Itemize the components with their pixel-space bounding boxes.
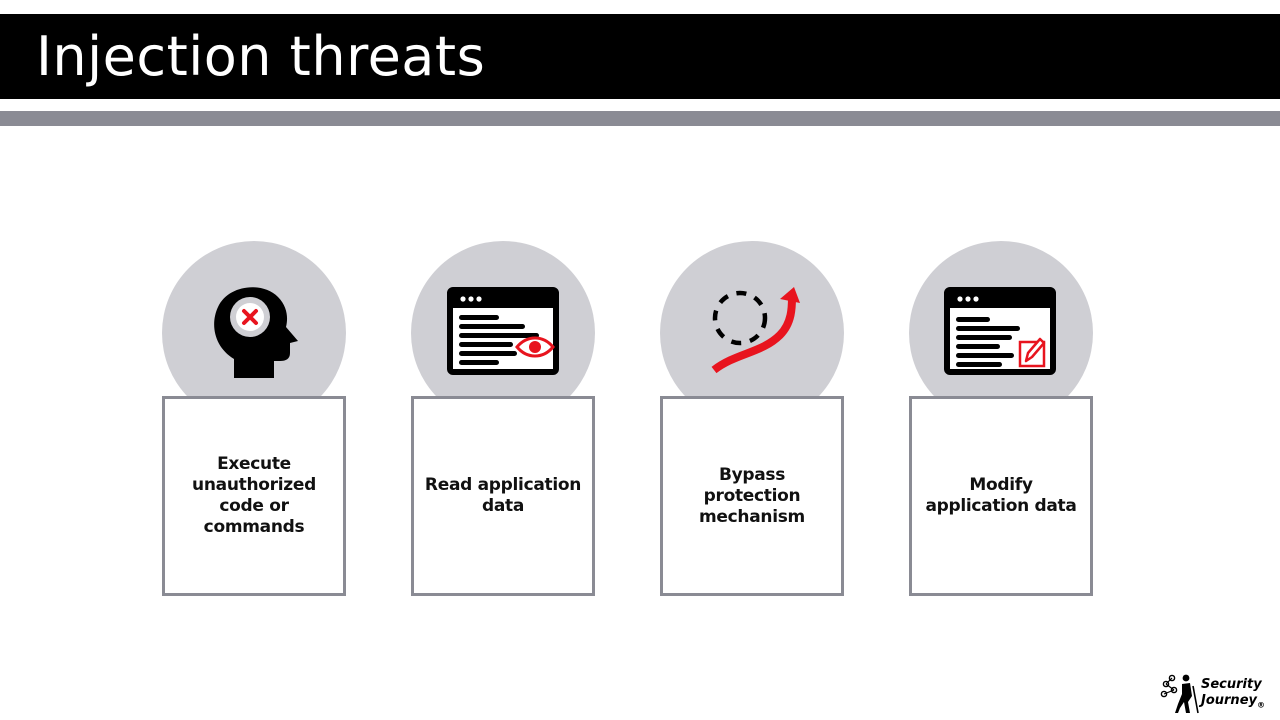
bypass-arrow-icon: [711, 287, 800, 374]
card-label: Execute unauthorized code or commands: [192, 454, 316, 537]
card-box: Read application data: [411, 396, 595, 596]
threat-card-read: Read application data: [411, 241, 595, 596]
threat-card-bypass: Bypass protection mechanism: [660, 241, 844, 596]
slide-title: Injection threats: [36, 25, 486, 88]
browser-edit-icon: [944, 287, 1056, 375]
card-label: Modify application data: [925, 475, 1077, 516]
title-bar: Injection threats: [0, 14, 1280, 99]
hiker-icon: [1160, 674, 1199, 714]
logo-text: Security Journey®: [1201, 677, 1265, 714]
card-box: Modify application data: [909, 396, 1093, 596]
card-box: Execute unauthorized code or commands: [162, 396, 346, 596]
head-x-icon: [214, 287, 298, 378]
threat-card-execute: Execute unauthorized code or commands: [162, 241, 346, 596]
security-journey-logo: Security Journey®: [1160, 672, 1270, 716]
registered-mark: ®: [1256, 700, 1265, 710]
icon-circle: [660, 241, 844, 425]
logo-line-1: Security: [1201, 677, 1262, 692]
card-label: Read application data: [424, 475, 582, 516]
threat-card-modify: Modify application data: [909, 241, 1093, 596]
logo-line-2: Journey: [1201, 693, 1257, 708]
browser-eye-icon: [447, 287, 559, 375]
card-label: Bypass protection mechanism: [699, 464, 805, 527]
card-box: Bypass protection mechanism: [660, 396, 844, 596]
accent-bar: [0, 111, 1280, 126]
